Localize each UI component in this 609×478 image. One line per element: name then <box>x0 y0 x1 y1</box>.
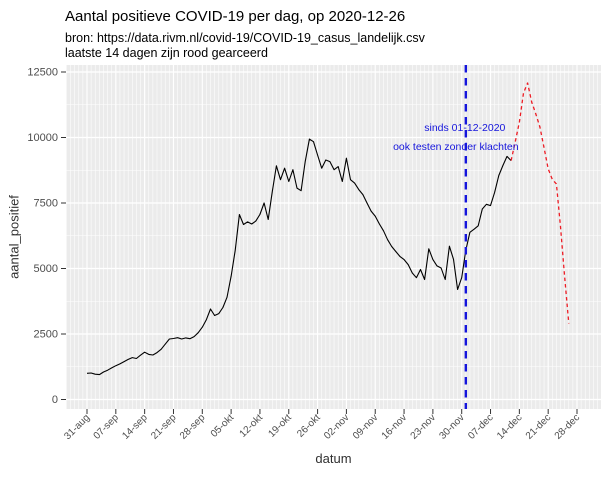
svg-text:07-sep: 07-sep <box>92 412 122 442</box>
svg-text:10000: 10000 <box>27 132 58 144</box>
svg-text:23-nov: 23-nov <box>409 412 438 441</box>
svg-text:28-dec: 28-dec <box>553 412 582 441</box>
svg-text:2500: 2500 <box>34 329 58 341</box>
svg-text:31-aug: 31-aug <box>62 412 92 442</box>
svg-text:21-dec: 21-dec <box>524 412 553 441</box>
svg-text:14-dec: 14-dec <box>495 412 524 441</box>
svg-text:14-sep: 14-sep <box>120 412 150 442</box>
svg-text:7500: 7500 <box>34 198 58 210</box>
svg-text:0: 0 <box>52 394 58 406</box>
svg-text:12-okt: 12-okt <box>238 412 266 440</box>
page-title: Aantal positieve COVID-19 per dag, op 20… <box>65 8 406 25</box>
svg-text:12500: 12500 <box>27 67 58 79</box>
svg-text:26-okt: 26-okt <box>295 412 323 440</box>
chart-subtitle-note: laatste 14 dagen zijn rood gearceerd <box>65 46 268 60</box>
x-axis-title: datum <box>315 451 352 466</box>
chart-subtitle-source: bron: https://data.rivm.nl/covid-19/COVI… <box>65 31 425 45</box>
svg-text:05-okt: 05-okt <box>209 412 237 440</box>
svg-text:ook testen zonder klachten: ook testen zonder klachten <box>393 141 519 153</box>
svg-text:02-nov: 02-nov <box>322 412 351 441</box>
svg-text:16-nov: 16-nov <box>380 412 409 441</box>
svg-text:21-sep: 21-sep <box>149 412 179 442</box>
svg-text:30-nov: 30-nov <box>437 412 466 441</box>
svg-text:sinds 01-12-2020: sinds 01-12-2020 <box>424 122 505 134</box>
svg-text:09-nov: 09-nov <box>351 412 380 441</box>
svg-text:5000: 5000 <box>34 263 58 275</box>
svg-text:07-dec: 07-dec <box>466 412 495 441</box>
svg-text:19-okt: 19-okt <box>266 412 294 440</box>
svg-text:28-sep: 28-sep <box>178 412 208 442</box>
